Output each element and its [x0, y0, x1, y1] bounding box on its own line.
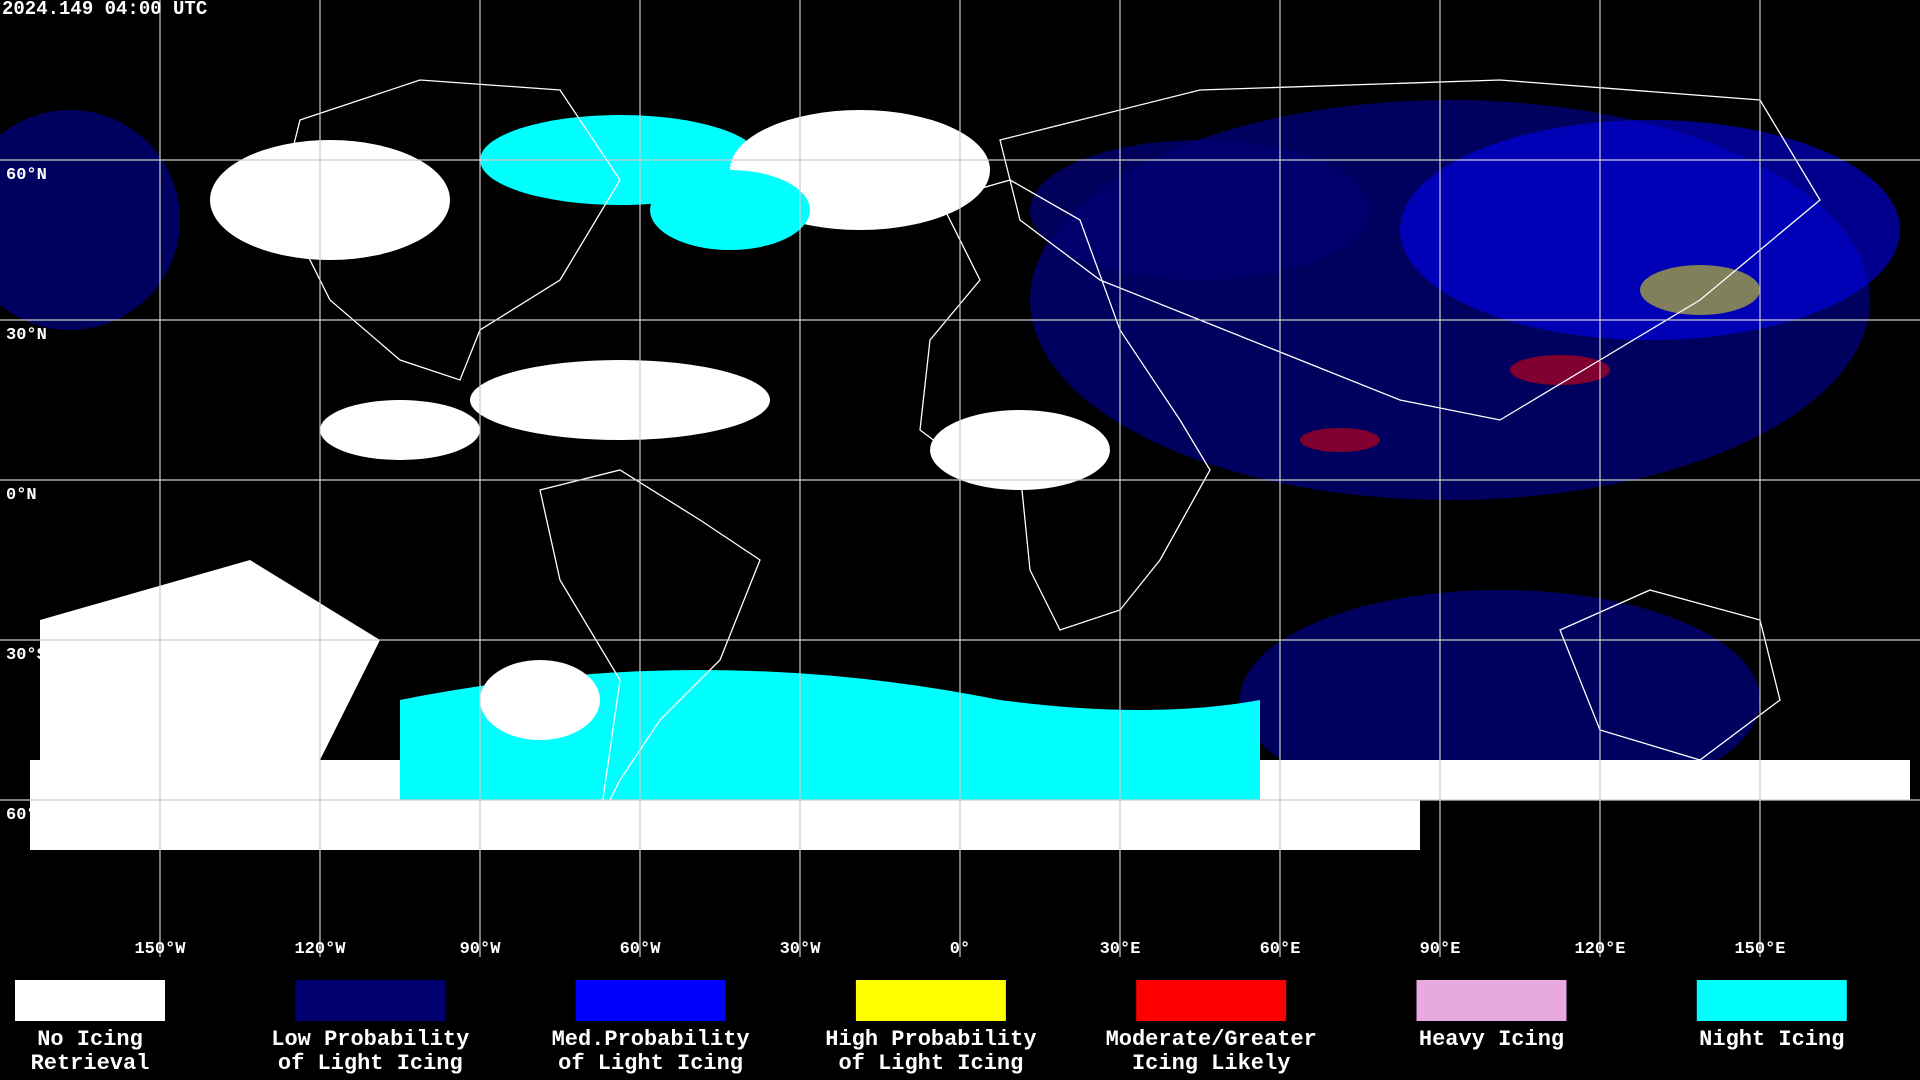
legend-label: Low Probability — [271, 1027, 469, 1052]
legend-swatch — [575, 980, 726, 1021]
legend-swatch — [1416, 980, 1567, 1021]
moderate-patch — [1300, 428, 1380, 452]
clear-area — [1420, 800, 1920, 850]
low-prob-field — [1240, 590, 1760, 810]
map-imagery — [0, 100, 1920, 850]
legend-swatch — [855, 980, 1006, 1021]
no-icing-cloud — [210, 140, 450, 260]
legend-swatch — [15, 980, 165, 1021]
longitude-label: 90°W — [460, 940, 502, 959]
longitude-label: 30°E — [1100, 940, 1141, 959]
longitude-label: 150°E — [1734, 940, 1785, 959]
longitude-label: 30°W — [780, 940, 822, 959]
legend-label: Night Icing — [1699, 1027, 1844, 1052]
moderate-patch — [1510, 355, 1610, 385]
longitude-label: 150°W — [134, 940, 186, 959]
night-icing-cloud — [650, 170, 810, 250]
low-prob-field — [1030, 140, 1370, 280]
med-prob-field — [1400, 120, 1900, 340]
graticule — [0, 0, 1920, 957]
legend-label: Heavy Icing — [1419, 1027, 1564, 1052]
legend-swatch — [295, 980, 446, 1021]
eurasia-outline — [999, 79, 1821, 421]
legend-label: High Probability — [825, 1027, 1036, 1052]
latitude-label: 30°S — [6, 646, 47, 665]
high-prob-patch — [1640, 265, 1760, 315]
legend-label: No Icing — [37, 1027, 143, 1052]
latitude-label: 60°S — [6, 806, 47, 825]
no-icing-cloud — [470, 360, 770, 440]
no-icing-cloud — [930, 410, 1110, 490]
legend-label: Retrieval — [31, 1051, 150, 1076]
legend-label: of Light Icing — [838, 1051, 1023, 1076]
legend-label: Med.Probability — [552, 1027, 750, 1052]
no-icing-cloud — [320, 400, 480, 460]
low-prob-field — [0, 110, 180, 330]
africa-outline — [919, 179, 1211, 631]
legend-label: Icing Likely — [1132, 1051, 1290, 1076]
latitude-label: 60°N — [6, 166, 47, 185]
longitude-label: 120°E — [1574, 940, 1625, 959]
legend-swatch — [1136, 980, 1287, 1021]
longitude-label: 60°W — [620, 940, 662, 959]
night-icing-band — [400, 670, 1260, 800]
latitude-label: 30°N — [6, 326, 47, 345]
legend-label: of Light Icing — [278, 1051, 463, 1076]
latitude-label: 0°N — [6, 486, 37, 505]
coordinate-labels: 150°W 120°W 90°W 60°W 30°W 0° 30°E 60°E 90°E 120°… — [6, 166, 1786, 959]
timestamp: 2024.149 04:00 UTC — [2, 0, 207, 20]
legend-label: of Light Icing — [558, 1051, 743, 1076]
longitude-label: 60°E — [1260, 940, 1301, 959]
longitude-label: 90°E — [1420, 940, 1461, 959]
legend-label: Moderate/Greater — [1106, 1027, 1317, 1052]
legend-swatch — [1696, 980, 1847, 1021]
longitude-label: 120°W — [294, 940, 346, 959]
no-icing-cloud — [480, 660, 600, 740]
longitude-label: 0° — [950, 940, 970, 959]
south-america-outline — [539, 469, 761, 821]
